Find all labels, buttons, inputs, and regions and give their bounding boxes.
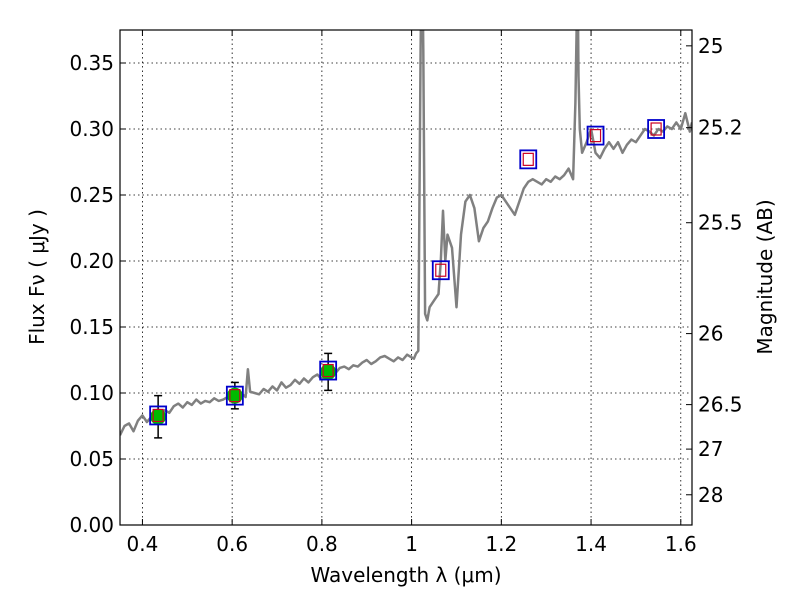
- y-tick-label-2: 0.10: [69, 381, 114, 405]
- x-tick-label-1: 0.6: [216, 532, 248, 556]
- y2-tick-label-5: 27: [698, 437, 723, 461]
- model-points: [149, 119, 666, 426]
- y2-tick-label-3: 26: [698, 322, 723, 346]
- y-tick-label-1: 0.05: [69, 447, 114, 471]
- x-axis-title: Wavelength λ (μm): [310, 563, 501, 587]
- x-tick-label-0: 0.4: [127, 532, 159, 556]
- grid-lines: [120, 30, 692, 526]
- model-box-2: [319, 360, 338, 381]
- observed-point-1: [226, 387, 243, 404]
- model-inner-0: [152, 408, 164, 423]
- y2-tick-label-1: 25.2: [698, 116, 743, 140]
- model-inner-4: [522, 152, 534, 166]
- model-inner-1: [229, 389, 241, 403]
- model-inner-2: [322, 363, 334, 378]
- model-box-6: [647, 119, 666, 139]
- model-box-5: [586, 125, 605, 146]
- y2-axis-title: Magnitude (AB): [753, 199, 777, 354]
- model-inner-6: [650, 122, 662, 136]
- x-tick-label-4: 1.2: [485, 532, 517, 556]
- model-box-0: [149, 405, 168, 426]
- x-tick-label-6: 1.6: [665, 532, 697, 556]
- observed-point-2: [320, 363, 337, 380]
- observed-point-0: [150, 408, 167, 425]
- model-inner-5: [589, 129, 602, 143]
- model-box-1: [225, 385, 244, 406]
- y2-tick-label-6: 28: [698, 483, 723, 507]
- y2-tick-label-0: 25: [698, 34, 723, 58]
- model-box-4: [519, 149, 538, 170]
- axis-ticks: [120, 30, 692, 526]
- y2-tick-label-4: 26.5: [698, 393, 743, 417]
- y-tick-label-0: 0.00: [69, 513, 114, 537]
- spectrum-line: [120, 30, 692, 436]
- plot-frame: [119, 29, 693, 526]
- y-tick-label-5: 0.25: [69, 183, 114, 207]
- x-tick-label-5: 1.4: [575, 532, 607, 556]
- model-inner-3: [435, 263, 447, 277]
- y-tick-labels: 0.00 0.05 0.10 0.15 0.20 0.25 0.30 0.35: [69, 51, 114, 537]
- y-tick-label-4: 0.20: [69, 249, 114, 273]
- y2-tick-labels: 25 25.2 25.5 26 26.5 27 28: [698, 34, 743, 507]
- y2-tick-label-2: 25.5: [698, 211, 743, 235]
- y-axis-title: Flux Fν ( μJy ): [25, 209, 49, 345]
- x-tick-labels: 0.4 0.6 0.8 1 1.2 1.4 1.6: [127, 532, 697, 556]
- y-tick-label-7: 0.35: [69, 51, 114, 75]
- x-tick-label-2: 0.8: [306, 532, 338, 556]
- y-tick-label-3: 0.15: [69, 315, 114, 339]
- model-box-3: [431, 260, 450, 281]
- y-tick-label-6: 0.30: [69, 117, 114, 141]
- x-tick-label-3: 1: [405, 532, 418, 556]
